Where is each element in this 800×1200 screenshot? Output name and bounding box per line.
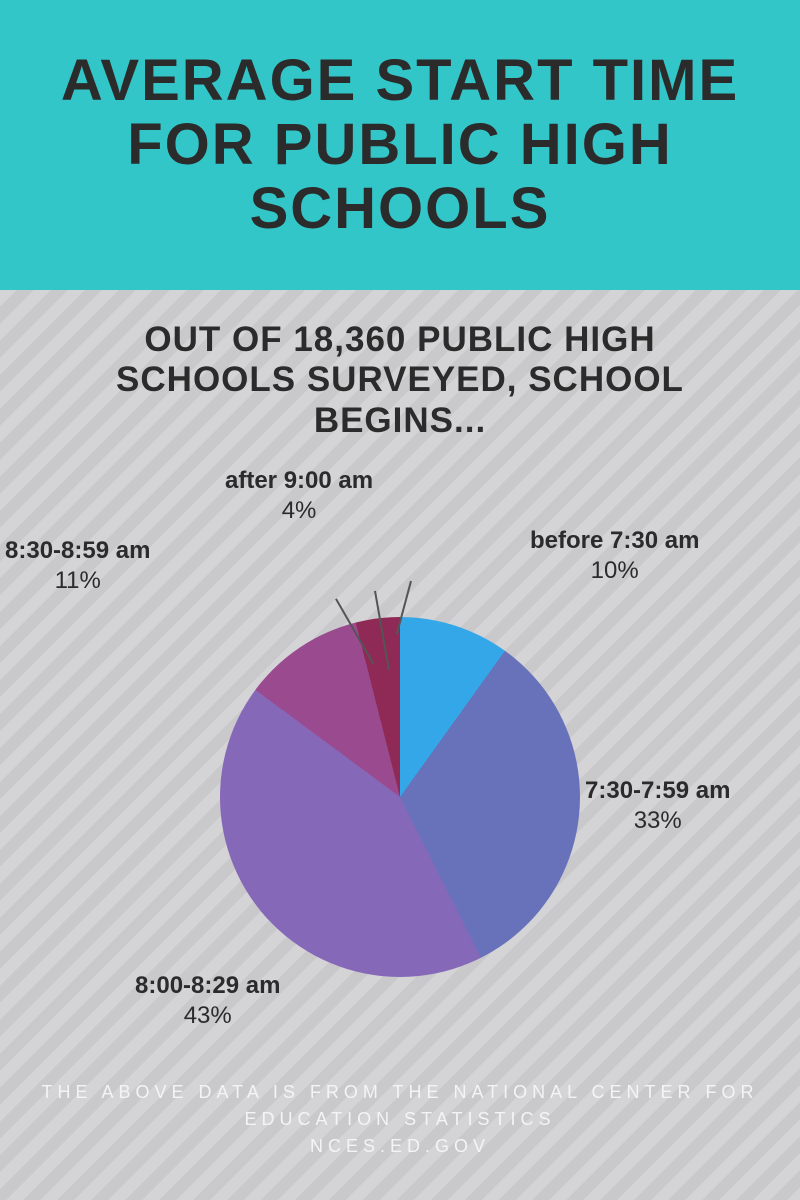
footer-line-1: THE ABOVE DATA IS FROM THE NATIONAL CENT…: [41, 1082, 758, 1129]
footer-line-2: NCES.ED.GOV: [310, 1136, 490, 1156]
footer-citation: THE ABOVE DATA IS FROM THE NATIONAL CENT…: [0, 1079, 800, 1160]
pie-slice-label: 8:00-8:29 am43%: [135, 971, 280, 1031]
body-section: OUT OF 18,360 PUBLIC HIGH SCHOOLS SURVEY…: [0, 290, 800, 1200]
main-title: AVERAGE START TIME FOR PUBLIC HIGH SCHOO…: [40, 49, 760, 240]
pie-slice-label: 7:30-7:59 am33%: [585, 776, 730, 836]
infographic-container: AVERAGE START TIME FOR PUBLIC HIGH SCHOO…: [0, 0, 800, 1200]
pie-slice-label: before 7:30 am10%: [530, 526, 699, 586]
pie-chart: [220, 617, 580, 977]
subtitle-text: OUT OF 18,360 PUBLIC HIGH SCHOOLS SURVEY…: [0, 290, 800, 451]
pie-slice-label: 8:30-8:59 am11%: [5, 536, 150, 596]
pie-slice-label: after 9:00 am4%: [225, 466, 373, 526]
pie-chart-area: before 7:30 am10% 7:30-7:59 am33% 8:00-8:2…: [0, 451, 800, 1071]
header-banner: AVERAGE START TIME FOR PUBLIC HIGH SCHOO…: [0, 0, 800, 290]
